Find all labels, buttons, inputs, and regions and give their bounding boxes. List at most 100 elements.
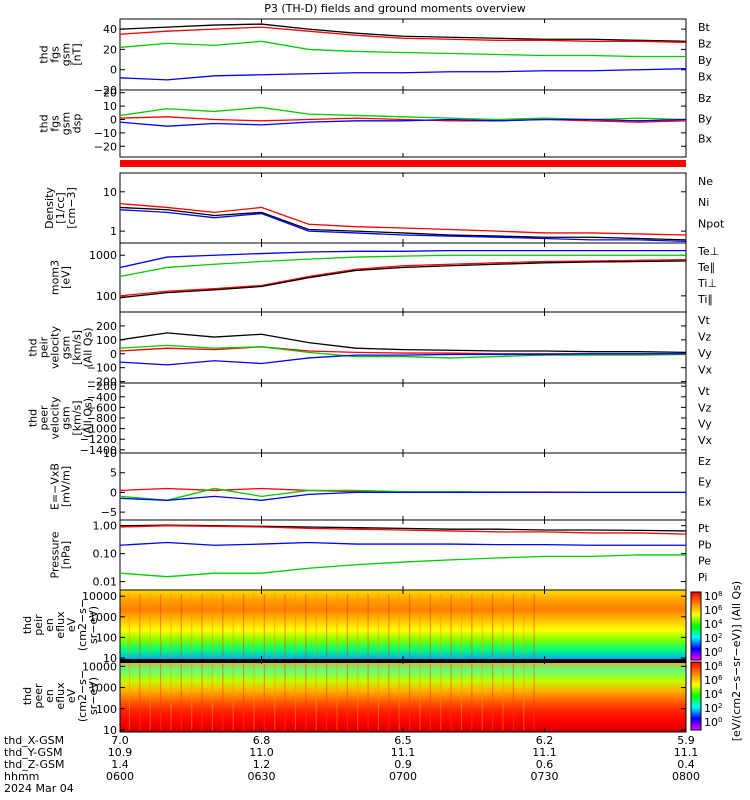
spectrogram-divider (120, 659, 686, 663)
series-line-By (119, 106, 687, 121)
legend-label: Bz (698, 38, 712, 51)
legend-label: Ex (698, 496, 712, 509)
legend-label: Bz (698, 92, 712, 105)
y-axis-label: gsm (60, 43, 73, 66)
y-tick-label: 0.01 (93, 576, 118, 589)
y-axis-label: [km/s] (71, 400, 84, 435)
y-axis-label: Pressure (49, 531, 62, 578)
series-line-Ex (119, 491, 686, 501)
y-axis-label: Density (43, 187, 56, 229)
series-line-Te⊥ (119, 258, 687, 297)
y-axis-label: thd (21, 616, 34, 634)
legend-label: Vt (698, 385, 711, 398)
y-axis-label: eV (65, 688, 78, 703)
orbit-row-value: 0.4 (677, 758, 695, 771)
legend-label: Pi (698, 571, 707, 584)
legend-label: Pe (698, 555, 711, 568)
series-line-Pe (119, 554, 686, 578)
legend-label: Vx (698, 364, 713, 377)
y-axis-label: [cm−3] (65, 187, 78, 229)
y-axis-label: gsm (60, 406, 73, 429)
y-tick-label: 10 (103, 724, 117, 737)
series-line-Te∥ (119, 260, 687, 299)
series-line-Npot (119, 209, 687, 243)
orbit-row-value: 6.2 (536, 734, 554, 747)
legend-label: Te∥ (697, 261, 715, 274)
y-tick-label: 0 (110, 64, 117, 77)
y-tick-label: −20 (94, 84, 117, 97)
y-tick-label: 0 (110, 113, 117, 126)
legend-label: Ey (698, 475, 712, 488)
colorbar-bottom (690, 661, 702, 731)
y-tick-label: −1400 (80, 444, 117, 457)
orbit-row-value: 0800 (672, 770, 700, 783)
y-tick-label: 1000 (89, 682, 117, 695)
orbit-row-value: 6.5 (394, 734, 412, 747)
series-line-Ti∥ (119, 254, 686, 278)
y-axis-label: (All Qs) (82, 327, 95, 367)
y-axis-label: thd (38, 114, 51, 132)
orbit-row-value: 11.1 (674, 746, 699, 759)
legend-label: Pt (698, 522, 710, 535)
orbit-row-value: 0730 (531, 770, 559, 783)
colorbar-top (690, 591, 702, 661)
legend-label: Bx (698, 71, 713, 84)
colorbar-tick-label: 100 (704, 716, 722, 729)
y-axis-label: [nPa] (60, 541, 73, 569)
y-axis-label: thd (27, 409, 40, 427)
y-axis-label: (All Qs) (82, 398, 95, 438)
orbit-row-value: 11.1 (532, 746, 557, 759)
y-tick-label: 1 (110, 225, 117, 238)
colorbar-tick-label: 106 (704, 604, 723, 617)
y-axis-label: E=−VxB (49, 463, 62, 510)
legend-label: Ne (698, 175, 713, 188)
series-line-Ti⊥ (119, 249, 686, 269)
y-axis-label: peer (32, 683, 45, 709)
y-axis-label: mom3 (49, 260, 62, 295)
colorbar-tick-label: 106 (704, 674, 723, 687)
date-label: 2024 Mar 04 (4, 782, 74, 795)
y-tick-label: −5 (101, 506, 117, 519)
legend-label: Te⊥ (697, 245, 719, 258)
y-axis-label: peir (38, 336, 51, 358)
series-line-Bz (119, 116, 687, 123)
legend-label: Vy (698, 347, 712, 360)
y-axis-label: velocity (49, 396, 62, 439)
y-tick-label: −1000 (80, 423, 117, 436)
y-axis-label: gsm (60, 336, 73, 359)
legend-label: Bt (698, 21, 711, 34)
y-tick-label: 20 (103, 43, 117, 56)
y-tick-label: 40 (103, 23, 117, 36)
series-line-Pi (119, 541, 686, 546)
orbit-row-value: 6.8 (253, 734, 271, 747)
y-tick-label: 200 (96, 320, 117, 333)
chart-title: P3 (TH-D) fields and ground moments over… (264, 2, 526, 15)
y-axis-label: fgs (49, 46, 62, 63)
series-line-Vy (119, 344, 687, 359)
y-tick-label: 0 (110, 486, 117, 499)
y-tick-label: 100 (96, 631, 117, 644)
legend-label: Ti⊥ (697, 277, 717, 290)
orbit-row-value: 1.4 (111, 758, 129, 771)
y-axis-label: [mV/m] (60, 466, 73, 507)
legend-label: Vx (698, 434, 713, 447)
panel-frame-6 (119, 452, 687, 521)
series-line-Bx (119, 68, 687, 81)
y-tick-label: 1000 (89, 249, 117, 262)
y-tick-label: 10 (103, 100, 117, 113)
y-axis-label: eflux (54, 682, 67, 710)
panel-frame-5 (119, 382, 687, 454)
series-line-Pb (119, 525, 687, 535)
y-tick-label: −1200 (80, 433, 117, 446)
orbit-row-value: 0630 (248, 770, 276, 783)
orbit-row-value: 10.9 (108, 746, 133, 759)
series-line-Bt (119, 23, 687, 42)
y-axis-label: thd (21, 687, 34, 705)
separator-band (120, 160, 686, 167)
y-axis-label: sr−eV) (87, 606, 100, 644)
y-axis-label: peer (38, 405, 51, 431)
y-axis-label: gsm (60, 112, 73, 135)
y-axis-label: [nT] (71, 43, 84, 65)
legend-label: By (698, 54, 713, 67)
